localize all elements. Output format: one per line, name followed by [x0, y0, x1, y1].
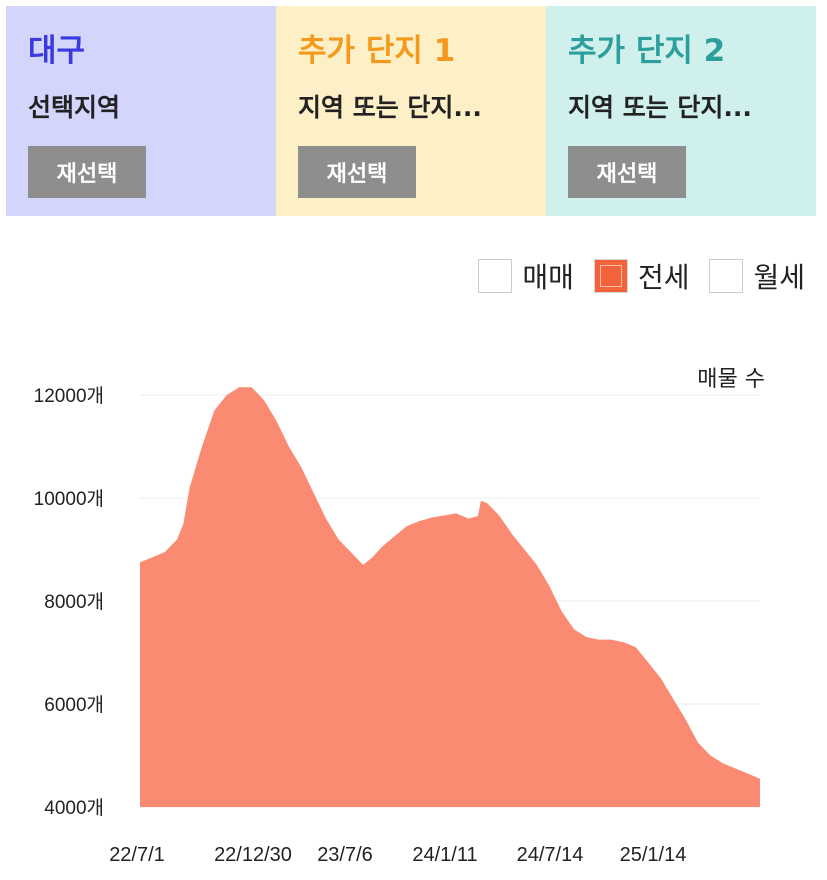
x-tick-label: 22/12/30 [214, 844, 292, 866]
x-tick-label: 25/1/14 [620, 844, 687, 866]
x-axis: 22/7/1 22/12/30 23/7/6 24/1/11 24/7/14 25/1/1… [109, 844, 686, 866]
y-axis-title: 매물 수 [697, 367, 765, 392]
listings-area-chart: 4000개 6000개 8000개 10000개 12000개 22/7/1 22/12/… [34, 367, 765, 866]
checkbox-icon[interactable] [478, 259, 513, 293]
card-title: 대구 [28, 33, 86, 69]
reselect-button[interactable]: 재선택 [568, 146, 686, 198]
card-subtitle: 지역 또는 단지... [298, 93, 482, 122]
card-title: 추가 단지 2 [568, 33, 726, 69]
region-card-daegu: 대구 선택지역 재선택 [6, 6, 276, 216]
x-tick-label: 23/7/6 [317, 844, 373, 866]
jeonse-area [140, 387, 760, 807]
card-subtitle: 선택지역 [28, 93, 121, 122]
y-tick-label: 10000개 [34, 488, 104, 510]
x-tick-label: 22/7/1 [109, 844, 165, 866]
reselect-button[interactable]: 재선택 [298, 146, 416, 198]
card-subtitle: 지역 또는 단지... [568, 93, 752, 122]
additional-complex-card-1: 추가 단지 1 지역 또는 단지... 재선택 [276, 6, 546, 216]
legend-label: 월세 [753, 261, 805, 294]
legend-label: 전세 [637, 261, 690, 294]
comparison-cards: 대구 선택지역 재선택 추가 단지 1 지역 또는 단지... 재선택 추가 단… [6, 6, 816, 216]
legend-item-monthly-rent[interactable]: 월세 [709, 256, 805, 296]
x-tick-label: 24/1/11 [412, 844, 477, 866]
y-tick-label: 12000개 [34, 385, 104, 407]
additional-complex-card-2: 추가 단지 2 지역 또는 단지... 재선택 [546, 6, 816, 216]
checkbox-icon[interactable] [709, 259, 744, 293]
x-tick-label: 24/7/14 [517, 844, 584, 866]
y-tick-label: 6000개 [44, 694, 104, 716]
legend: 매매 전세 월세 [478, 256, 805, 296]
y-axis: 4000개 6000개 8000개 10000개 12000개 [34, 385, 104, 819]
reselect-button[interactable]: 재선택 [28, 146, 146, 198]
y-tick-label: 4000개 [44, 797, 104, 819]
legend-item-sale[interactable]: 매매 [478, 256, 574, 296]
legend-label: 매매 [522, 261, 574, 294]
card-title: 추가 단지 1 [298, 33, 456, 69]
checkbox-icon[interactable] [593, 259, 628, 293]
legend-item-jeonse[interactable]: 전세 [593, 256, 690, 296]
y-tick-label: 8000개 [44, 591, 104, 613]
